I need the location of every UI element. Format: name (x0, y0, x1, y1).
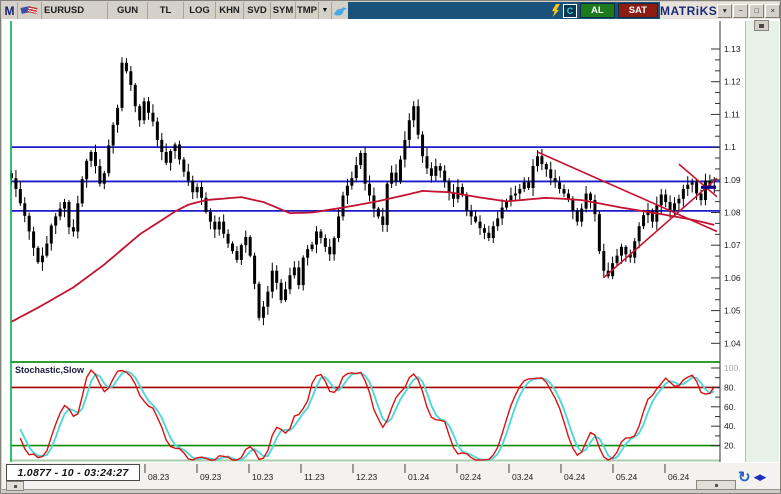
price-axis-label: 1.09 (724, 175, 741, 185)
right-side-panel (745, 21, 779, 462)
stoch-axis-label: 100. (724, 363, 741, 373)
minimize-button[interactable]: − (733, 3, 749, 18)
moving-average-line (11, 190, 715, 323)
time-axis-label: 06.24 (668, 472, 690, 482)
time-axis-label: 12.23 (356, 472, 378, 482)
panel-popup-button[interactable] (754, 20, 769, 31)
toolbar-left: M EURUSD GUN TL LOG KHN SVD SYM TMP ▼ (2, 2, 348, 19)
scroll-left-right-icon[interactable]: ◀▶ (753, 471, 767, 482)
stochastic-k-line (19, 368, 715, 461)
twitter-bird-glyph (334, 7, 347, 16)
stoch-axis-label: 20. (724, 441, 736, 451)
stochastic-panel: Stochastic,Slow (11, 361, 720, 462)
chevron-down-icon[interactable]: ▼ (319, 2, 332, 19)
lightning-icon[interactable] (551, 4, 561, 17)
refresh-icon[interactable]: ↻ (738, 468, 751, 486)
titlebar-blue-section: C AL SAT (348, 2, 660, 19)
time-axis-label: 08.23 (148, 472, 170, 482)
price-axis-label: 1.12 (724, 77, 741, 87)
axes: 1.13 1.12 1.11 1.1 1.09 1.08 1.07 1.06 1.05 1.04 1… (10, 21, 741, 482)
time-axis-label: 03.24 (512, 472, 534, 482)
time-axis-label: 09.23 (200, 472, 222, 482)
toolbar-button-log[interactable]: LOG (184, 2, 216, 19)
stoch-axis-label: 60. (724, 402, 736, 412)
toolbar-button-tl[interactable]: TL (148, 2, 184, 19)
price-axis-label: 1.04 (724, 338, 741, 348)
price-axis-label: 1.13 (724, 44, 741, 54)
time-axis-label: 01.24 (408, 472, 430, 482)
trendlines (537, 151, 718, 279)
stoch-axis-label: 80. (724, 382, 736, 392)
scrollbar-thumb-right[interactable] (696, 480, 736, 490)
matriks-brand-logo: MATRiKS (660, 3, 718, 18)
time-axis-label: 05.24 (616, 472, 638, 482)
buy-al-button[interactable]: AL (580, 3, 615, 18)
matriks-m-logo: M (2, 2, 18, 19)
close-button[interactable]: × (765, 3, 780, 18)
toolbar-button-khn[interactable]: KHN (216, 2, 244, 19)
toolbar-button-sym[interactable]: SYM (271, 2, 296, 19)
restore-button[interactable]: □ (749, 3, 765, 18)
twitter-icon[interactable] (332, 2, 348, 19)
last-price-status: 1.0877 - 10 - 03:24:27 (6, 464, 140, 481)
window-buttons: ▾ − □ × (717, 3, 780, 18)
price-axis-label: 1.05 (724, 306, 741, 316)
price-axis-label: 1.08 (724, 208, 741, 218)
price-axis-label: 1.06 (724, 273, 741, 283)
toolbar-buttons: GUN TL LOG KHN SVD SYM TMP (108, 2, 319, 19)
toolbar-button-gun[interactable]: GUN (108, 2, 148, 19)
time-axis-label: 11.23 (304, 472, 325, 482)
time-axis-label: 04.24 (564, 472, 586, 482)
candlestick-series (10, 57, 716, 326)
menu-dropdown-button[interactable]: ▾ (717, 3, 733, 18)
price-axis-label: 1.1 (724, 142, 736, 152)
currency-flags-icon (18, 2, 42, 19)
toolbar-button-tmp[interactable]: TMP (296, 2, 319, 19)
price-axis-label: 1.11 (724, 109, 740, 119)
time-axis-label: 02.24 (460, 472, 482, 482)
chart-nav-icons: ↻ ◀▶ (738, 467, 780, 487)
time-axis-label: 10.23 (252, 472, 274, 482)
symbol-label[interactable]: EURUSD (42, 2, 108, 19)
scrollbar-thumb-left[interactable] (6, 481, 24, 491)
stoch-axis-label: 40. (724, 421, 736, 431)
titlebar-right-section: MATRiKS ▾ − □ × (660, 2, 780, 19)
c-badge-icon[interactable]: C (563, 3, 578, 18)
titlebar: M EURUSD GUN TL LOG KHN SVD SYM TMP ▼ C AL SAT… (2, 2, 780, 20)
toolbar-button-svd[interactable]: SVD (244, 2, 271, 19)
window-bottom-edge (2, 489, 780, 493)
sell-sat-button[interactable]: SAT (617, 3, 658, 18)
stochastic-d-line (19, 370, 715, 461)
price-axis-label: 1.07 (724, 240, 741, 250)
stochastic-label: Stochastic,Slow (15, 365, 85, 375)
